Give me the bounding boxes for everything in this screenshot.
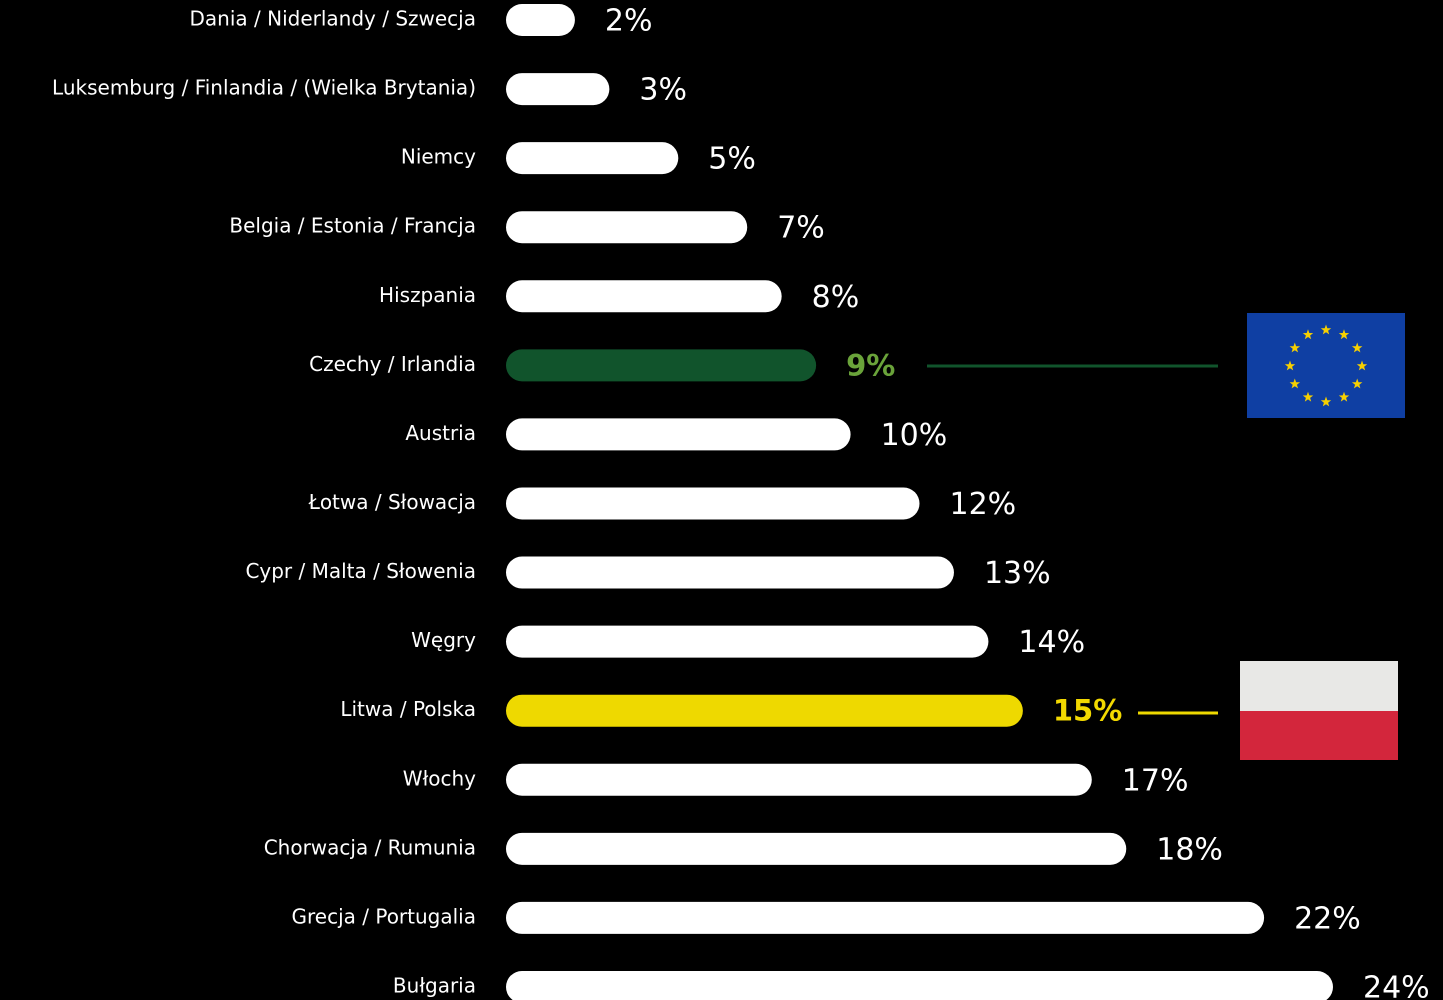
pl-flag-red [1240,711,1398,760]
bar [506,418,851,451]
bar [506,832,1127,865]
eu-flag [1247,313,1405,418]
value-label: 7% [777,211,825,246]
value-label: 24% [1363,970,1430,1000]
category-label: Bułgaria [393,973,476,997]
bar [506,142,679,175]
category-label: Niemcy [401,145,476,169]
value-label: 12% [950,487,1017,522]
eu-star [1351,378,1363,389]
eu-star [1289,342,1301,353]
value-label: 18% [1156,832,1223,867]
eu-star [1356,360,1368,371]
category-label: Hiszpania [379,283,476,307]
bar [506,280,782,313]
eu-star [1320,396,1332,407]
eu-star [1338,329,1350,340]
eu-star [1289,378,1301,389]
value-label: 2% [605,4,653,39]
category-label: Litwa / Polska [340,697,476,721]
value-label: 22% [1294,901,1361,936]
eu-star [1338,391,1350,402]
eu-star [1320,324,1332,335]
value-label: 5% [708,142,756,177]
value-label: 3% [639,73,687,108]
bar [506,694,1023,727]
category-label: Włochy [403,766,476,790]
pl-flag-white [1240,661,1398,711]
value-label: 8% [812,280,860,315]
eu-star [1351,342,1363,353]
value-label: 14% [1018,625,1085,660]
bar [506,4,575,36]
bar [506,625,989,658]
bar [506,487,920,520]
eu-star [1302,391,1314,402]
bar [506,970,1333,1000]
category-label: Luksemburg / Finlandia / (Wielka Brytani… [52,76,476,100]
value-label: 13% [984,556,1051,591]
bar [506,73,610,106]
category-label: Cypr / Malta / Słowenia [245,559,476,583]
category-label: Austria [405,421,476,445]
value-label: 17% [1122,763,1189,798]
pl-flag [1240,661,1398,760]
category-label: Dania / Niderlandy / Szwecja [190,7,476,31]
bar [506,763,1092,796]
value-label: 9% [846,348,895,382]
category-label: Chorwacja / Rumunia [264,835,476,859]
bar [506,211,748,244]
bar [506,349,817,382]
bar [506,556,954,589]
category-label: Łotwa / Słowacja [308,490,476,514]
bar [506,901,1265,934]
eu-star [1302,329,1314,340]
eu-star [1284,360,1296,371]
category-label: Grecja / Portugalia [292,904,477,928]
category-label: Węgry [411,628,476,652]
category-label: Belgia / Estonia / Francja [229,214,476,238]
value-label: 15% [1053,694,1122,728]
value-label: 10% [881,418,948,453]
category-label: Czechy / Irlandia [309,352,476,376]
